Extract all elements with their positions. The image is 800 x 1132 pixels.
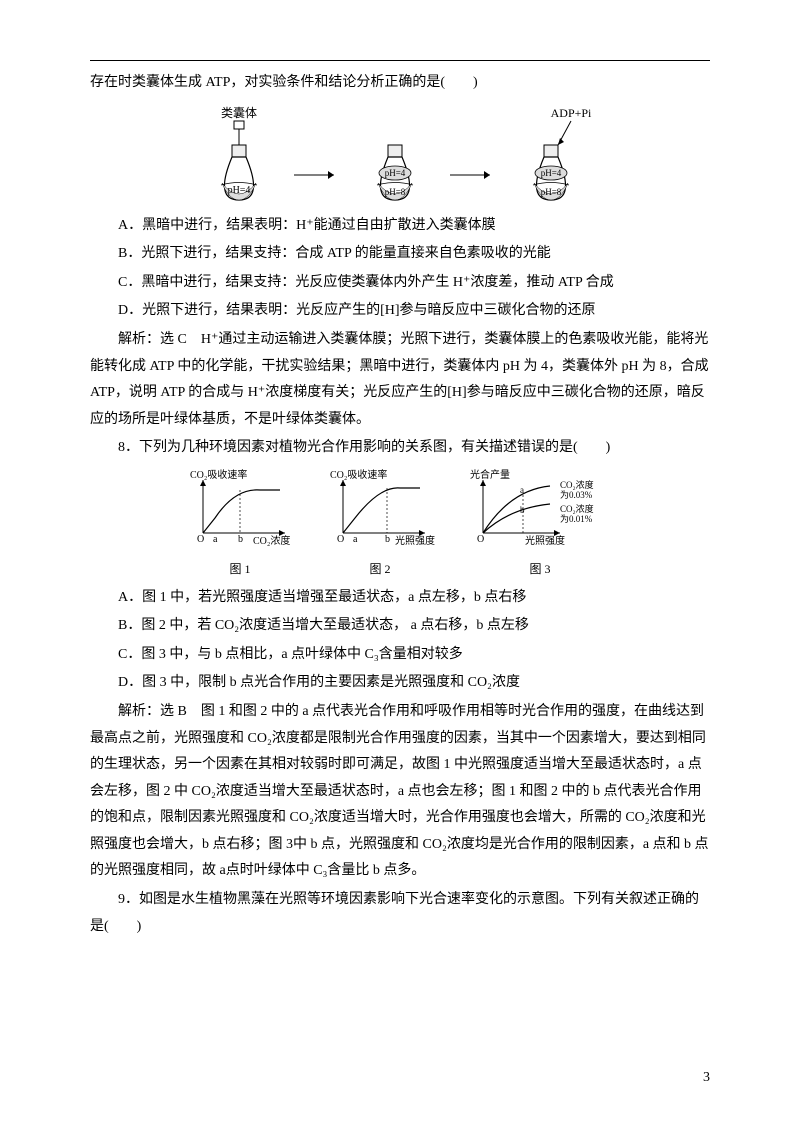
chart-3: 光合产量 a b CO₂浓度 为0.03% CO₂浓度 为0.01% O 光照强… [465,468,615,581]
c3-a: a [520,485,524,495]
c3-line-a2: 为0.03% [560,489,593,500]
q8-optA: A．图 1 中，若光照强度适当增强至最适状态，a 点左移，b 点右移 [90,585,710,612]
q7-optD: D．光照下进行，结果表明：光反应产生的[H]参与暗反应中三碳化合物的还原 [90,298,710,325]
c2-caption: 图 2 [325,558,435,581]
c2-xlabel: 光照强度 [395,534,435,547]
q8-answer: 解析：选 B 图 1 和图 2 中的 a 点代表光合作用和呼吸作用相等时光合作用… [90,699,710,885]
q8-optD: D．图 3 中，限制 b 点光合作用的主要因素是光照强度和 CO₂浓度 [90,670,710,697]
q7-optC: C．黑暗中进行，结果支持：光反应使类囊体内外产生 H⁺浓度差，推动 ATP 合成 [90,270,710,297]
flask2-ph8: pH=8 [385,187,406,197]
c1-a: a [213,534,218,545]
flask1-ph: pH=4 [228,185,251,196]
flask3-ph8: pH=8 [541,187,562,197]
c3-caption: 图 3 [465,558,615,581]
q7-intro: 存在时类囊体生成 ATP，对实验条件和结论分析正确的是( ) [90,70,710,97]
c3-xlabel: 光照强度 [525,534,565,547]
q8-optC: C．图 3 中，与 b 点相比，a 点叶绿体中 C₃含量相对较多 [90,642,710,669]
c1-caption: 图 1 [185,558,295,581]
q7-optA: A．黑暗中进行，结果表明：H⁺能通过自由扩散进入类囊体膜 [90,213,710,240]
c1-b: b [238,534,243,545]
c3-b: b [520,505,525,515]
c3-ylabel: 光合产量 [470,468,510,481]
page-number: 3 [703,1065,710,1092]
flask1-label: 类囊体 [221,105,257,120]
q8-charts: CO₂吸收速率 O a b CO₂浓度 图 1 CO₂吸收速率 [90,468,710,581]
flask-diagram: 类囊体 pH=4 pH=4 pH=8 [90,105,710,205]
c2-O: O [337,534,344,545]
chart-2: CO₂吸收速率 O a b 光照强度 图 2 [325,468,435,581]
c3-O: O [477,534,484,545]
flask-3: ADP+Pi pH=4 pH=8 [516,105,596,205]
q8-optB: B．图 2 中，若 CO₂浓度适当增大至最适状态， a 点右移，b 点左移 [90,613,710,640]
c1-O: O [197,534,204,545]
flask2-ph4: pH=4 [385,168,406,178]
c3-line-a: CO₂浓度 [560,479,594,490]
flask3-ph4: pH=4 [541,168,562,178]
q9-stem: 9．如图是水生植物黑藻在光照等环境因素影响下光合速率变化的示意图。下列有关叙述正… [90,887,710,940]
c2-a: a [353,534,358,545]
page-content: 存在时类囊体生成 ATP，对实验条件和结论分析正确的是( ) 类囊体 pH=4 [90,70,710,940]
arrow-2 [448,105,498,205]
c2-b: b [385,534,390,545]
flask3-label: ADP+Pi [551,106,592,120]
c2-ylabel: CO₂吸收速率 [330,468,387,481]
q8-stem: 8．下列为几种环境因素对植物光合作用影响的关系图，有关描述错误的是( ) [90,435,710,462]
q7-answer: 解析：选 C H⁺通过主动运输进入类囊体膜；光照下进行，类囊体膜上的色素吸收光能… [90,327,710,433]
q7-optB: B．光照下进行，结果支持：合成 ATP 的能量直接来自色素吸收的光能 [90,241,710,268]
c3-line-b2: 为0.01% [560,513,593,524]
chart-1: CO₂吸收速率 O a b CO₂浓度 图 1 [185,468,295,581]
c1-ylabel: CO₂吸收速率 [190,468,247,481]
c3-line-b: CO₂浓度 [560,503,594,514]
flask-2: pH=4 pH=8 [360,105,430,205]
flask-1: 类囊体 pH=4 [204,105,274,205]
c1-xlabel: CO₂浓度 [253,534,290,547]
header-rule [90,60,710,61]
arrow-1 [292,105,342,205]
